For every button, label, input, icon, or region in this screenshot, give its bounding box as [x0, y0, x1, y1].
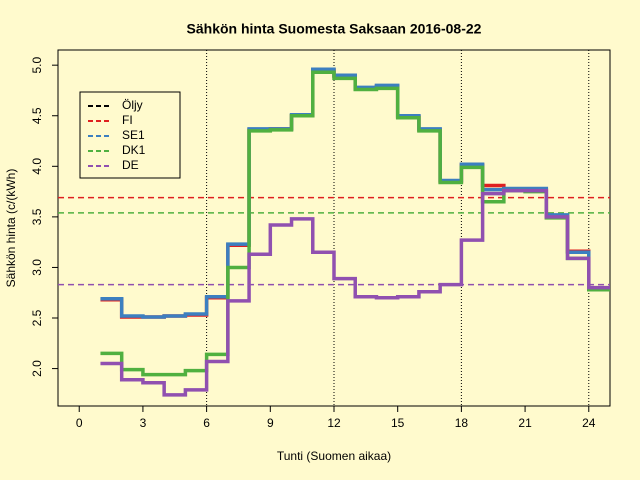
y-tick-label: 3.5	[30, 208, 44, 225]
chart-title: Sähkön hinta Suomesta Saksaan 2016-08-22	[187, 21, 482, 37]
legend-label: SE1	[122, 128, 145, 142]
legend-label: Öljy	[122, 98, 143, 112]
x-tick-label: 18	[455, 416, 469, 430]
x-tick-label: 12	[327, 416, 341, 430]
y-axis-label: Sähkön hinta (c/(kWh)	[4, 169, 18, 288]
x-tick-label: 0	[76, 416, 83, 430]
x-tick-label: 6	[203, 416, 210, 430]
x-tick-label: 15	[391, 416, 405, 430]
x-tick-label: 24	[582, 416, 596, 430]
x-tick-label: 21	[518, 416, 532, 430]
y-tick-label: 4.0	[30, 158, 44, 175]
legend-label: DK1	[122, 143, 146, 157]
y-tick-label: 2.0	[30, 360, 44, 377]
legend-label: FI	[122, 113, 133, 127]
series-line	[100, 70, 610, 377]
y-tick-label: 5.0	[30, 57, 44, 74]
x-tick-label: 3	[140, 416, 147, 430]
y-tick-label: 4.5	[30, 107, 44, 124]
x-tick-label: 9	[267, 416, 274, 430]
x-axis-label: Tunti (Suomen aikaa)	[277, 449, 391, 463]
y-tick-label: 2.5	[30, 309, 44, 326]
legend-label: DE	[122, 158, 139, 172]
y-tick-label: 3.0	[30, 259, 44, 276]
legend-box	[79, 91, 181, 179]
series-line	[100, 188, 610, 397]
